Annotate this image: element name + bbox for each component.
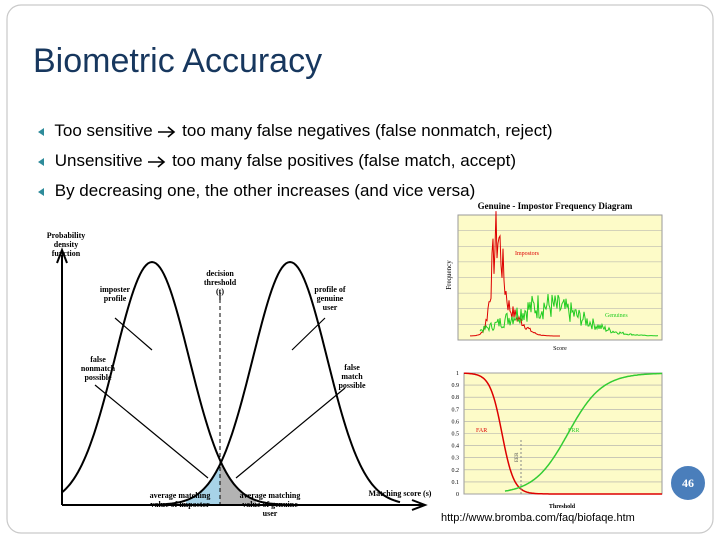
source-url: http://www.bromba.com/faq/biofaqe.htm xyxy=(441,512,635,524)
y-axis-label: Frequency xyxy=(445,260,453,290)
imposter-label: imposter profile xyxy=(100,285,131,303)
y-tick-label: 0.7 xyxy=(452,407,460,413)
y-tick-label: 0.1 xyxy=(452,480,460,486)
page-number: 46 xyxy=(682,476,694,490)
bullet: Too sensitive too many false negatives (… xyxy=(36,121,553,141)
y-tick-label: 0.6 xyxy=(452,419,460,425)
x-axis-label: Matching score (s) xyxy=(369,489,432,498)
avg-imposter-label: average matching value of imposter xyxy=(150,491,211,509)
eer-label: EER xyxy=(515,452,520,462)
y-tick-label: 0.3 xyxy=(452,456,460,462)
y-axis-label: Probability density function xyxy=(47,231,86,258)
y-tick-label: 1 xyxy=(456,371,459,377)
top-chart-title: Genuine - Impostor Frequency Diagram xyxy=(478,201,633,211)
impostors-label: Impostors xyxy=(515,251,540,257)
bottom-chart: 1 0.9 0.8 0.7 0.6 0.5 0.4 0.3 0.2 0.1 0 FAR FRR EE… xyxy=(452,371,663,510)
far-label: FAR xyxy=(476,428,487,434)
far-curve xyxy=(463,372,662,495)
bullet-marker xyxy=(38,127,44,136)
imposter-curve xyxy=(61,260,291,506)
false-nonmatch-label: false nonmatch possible xyxy=(81,355,116,382)
avg-genuine-label: average matching value of genuine user xyxy=(240,491,301,518)
y-tick-label: 0 xyxy=(456,492,459,498)
false-nonmatch-area xyxy=(186,464,220,505)
genuine-curve xyxy=(150,260,401,506)
bullet-lead: Too sensitive xyxy=(54,121,153,140)
left-diagram: Probability density function imposter profi… xyxy=(47,231,432,518)
y-tick-label: 0.4 xyxy=(452,444,460,450)
arrow xyxy=(158,125,176,138)
x-axis-label: Threshold xyxy=(549,504,576,510)
y-tick-label: 0.9 xyxy=(452,383,460,389)
arrow xyxy=(148,155,166,168)
frr-curve xyxy=(504,372,662,492)
genuine-label: profile of genuine user xyxy=(314,285,346,312)
bullet-marker xyxy=(38,157,44,166)
threshold-label: decision threshold (t) xyxy=(204,269,237,296)
page-badge xyxy=(669,464,707,502)
top-chart: Genuine - Impostor Frequency Diagram Fre… xyxy=(445,201,663,352)
y-tick-label: 0.8 xyxy=(452,395,460,401)
x-axis xyxy=(62,499,428,511)
y-tick-label: 0.2 xyxy=(452,468,460,474)
slide-title: Biometric Accuracy xyxy=(33,42,323,80)
frr-label: FRR xyxy=(568,428,579,434)
genuines-label: Genuines xyxy=(605,313,628,319)
bullet: Unsensitive too many false positives (fa… xyxy=(36,151,516,171)
y-tick-label: 0.5 xyxy=(452,432,460,438)
bullet-marker xyxy=(38,187,44,196)
bullet-rest: too many false positives (false match, a… xyxy=(172,151,517,170)
bullet-rest: too many false negatives (false nonmatch… xyxy=(182,121,553,140)
x-axis-label: Score xyxy=(553,346,567,352)
y-axis xyxy=(56,247,68,505)
false-match-area xyxy=(220,460,256,505)
bullet-lead: By decreasing one, the other increases (… xyxy=(54,181,476,200)
pointers xyxy=(94,292,346,479)
bullet-lead: Unsensitive xyxy=(54,151,143,170)
bullet: By decreasing one, the other increases (… xyxy=(36,181,475,201)
false-match-label: false match possible xyxy=(338,363,366,390)
impostor-curve xyxy=(470,211,560,337)
frame xyxy=(6,4,714,534)
genuine-curve xyxy=(479,294,659,337)
